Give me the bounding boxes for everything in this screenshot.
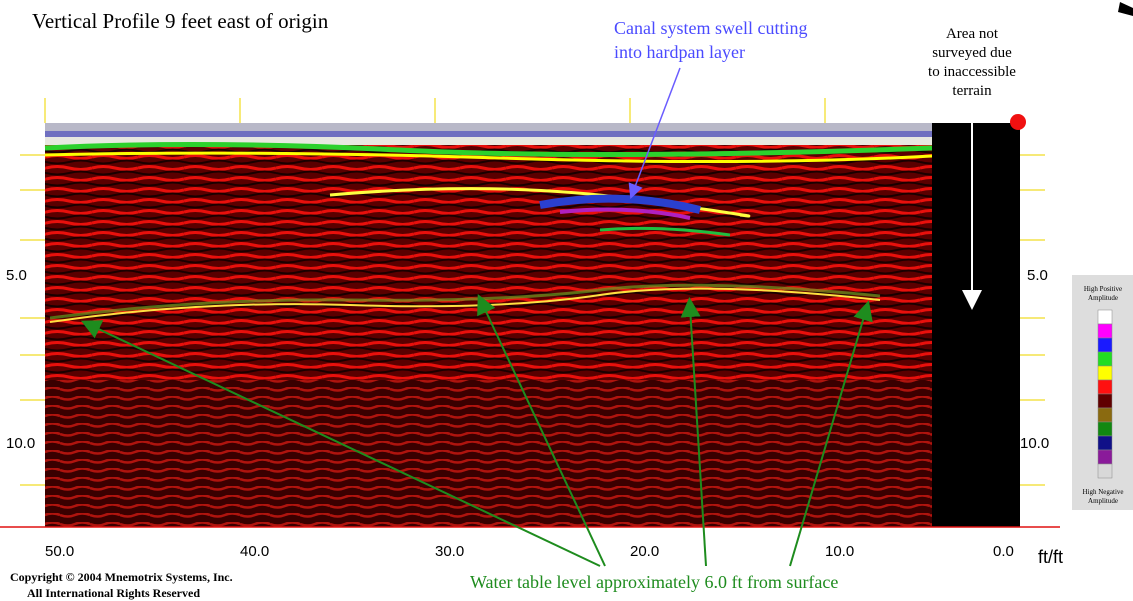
legend-swatch [1097, 449, 1113, 465]
y-label: 10.0 [6, 435, 35, 452]
y-label: 10.0 [1020, 435, 1049, 452]
unsurveyed-note: Area not [946, 26, 999, 42]
surface-band [45, 123, 932, 131]
legend-top: High Positive [1084, 285, 1122, 293]
legend-swatch [1097, 351, 1113, 367]
legend-swatch [1097, 421, 1113, 437]
axis-labels: 5.0 10.0 5.0 10.0 50.0 40.0 30.0 20.0 10… [6, 267, 1063, 567]
reflector [44, 141, 933, 158]
water-arrow [680, 297, 707, 567]
north-icon [1118, 2, 1133, 16]
legend-swatch [1097, 309, 1113, 325]
canal-note: into hardpan layer [614, 42, 745, 62]
radargram [0, 114, 1060, 528]
profile-lower [45, 380, 932, 527]
legend-swatch [1097, 365, 1113, 381]
x-label: 30.0 [435, 543, 464, 560]
x-label: 10.0 [825, 543, 854, 560]
canal-swell [559, 207, 691, 220]
water-arrow [80, 320, 601, 567]
legend-swatch [1097, 379, 1113, 395]
x-label: 40.0 [240, 543, 269, 560]
reflector [599, 226, 731, 237]
legend-swatch [1097, 435, 1113, 451]
origin-marker [1010, 114, 1026, 130]
x-label: 50.0 [45, 543, 74, 560]
x-label: 0.0 [993, 543, 1014, 560]
canal-note: Canal system swell cutting [614, 18, 807, 38]
y-label: 5.0 [1027, 267, 1048, 284]
unsurveyed-note: terrain [952, 83, 992, 99]
legend-bottom: High Negative [1082, 488, 1123, 496]
unsurveyed-note: to inaccessible [928, 64, 1016, 80]
legend-top: Amplitude [1088, 294, 1118, 302]
x-unit: ft/ft [1038, 547, 1063, 567]
annotations: Canal system swell cutting into hardpan … [10, 18, 1016, 600]
legend-swatch [1097, 337, 1113, 353]
surface-band [45, 131, 932, 137]
canal-arrow [628, 67, 681, 200]
copyright: Copyright © 2004 Mnemotrix Systems, Inc. [10, 570, 233, 584]
legend: High Positive Amplitude High Negative Am… [1072, 275, 1133, 510]
y-label: 5.0 [6, 267, 27, 284]
legend-swatch [1097, 463, 1113, 479]
title: Vertical Profile 9 feet east of origin [32, 9, 329, 33]
x-label: 20.0 [630, 543, 659, 560]
reflector [44, 151, 933, 164]
water-arrow [789, 300, 873, 567]
water-table-note: Water table level approximately 6.0 ft f… [470, 572, 838, 592]
legend-swatch [1097, 323, 1113, 339]
copyright: All International Rights Reserved [27, 586, 200, 600]
legend-swatch [1097, 407, 1113, 423]
canal-swell [539, 194, 701, 214]
legend-bottom: Amplitude [1088, 497, 1118, 505]
water-arrow [477, 293, 606, 567]
tick-marks [20, 98, 1045, 486]
legend-swatch [1097, 393, 1113, 409]
north-arrow [1118, 2, 1133, 16]
unsurveyed-area [932, 123, 1020, 527]
unsurveyed-note: surveyed due [932, 45, 1012, 61]
surface-band [45, 137, 932, 145]
